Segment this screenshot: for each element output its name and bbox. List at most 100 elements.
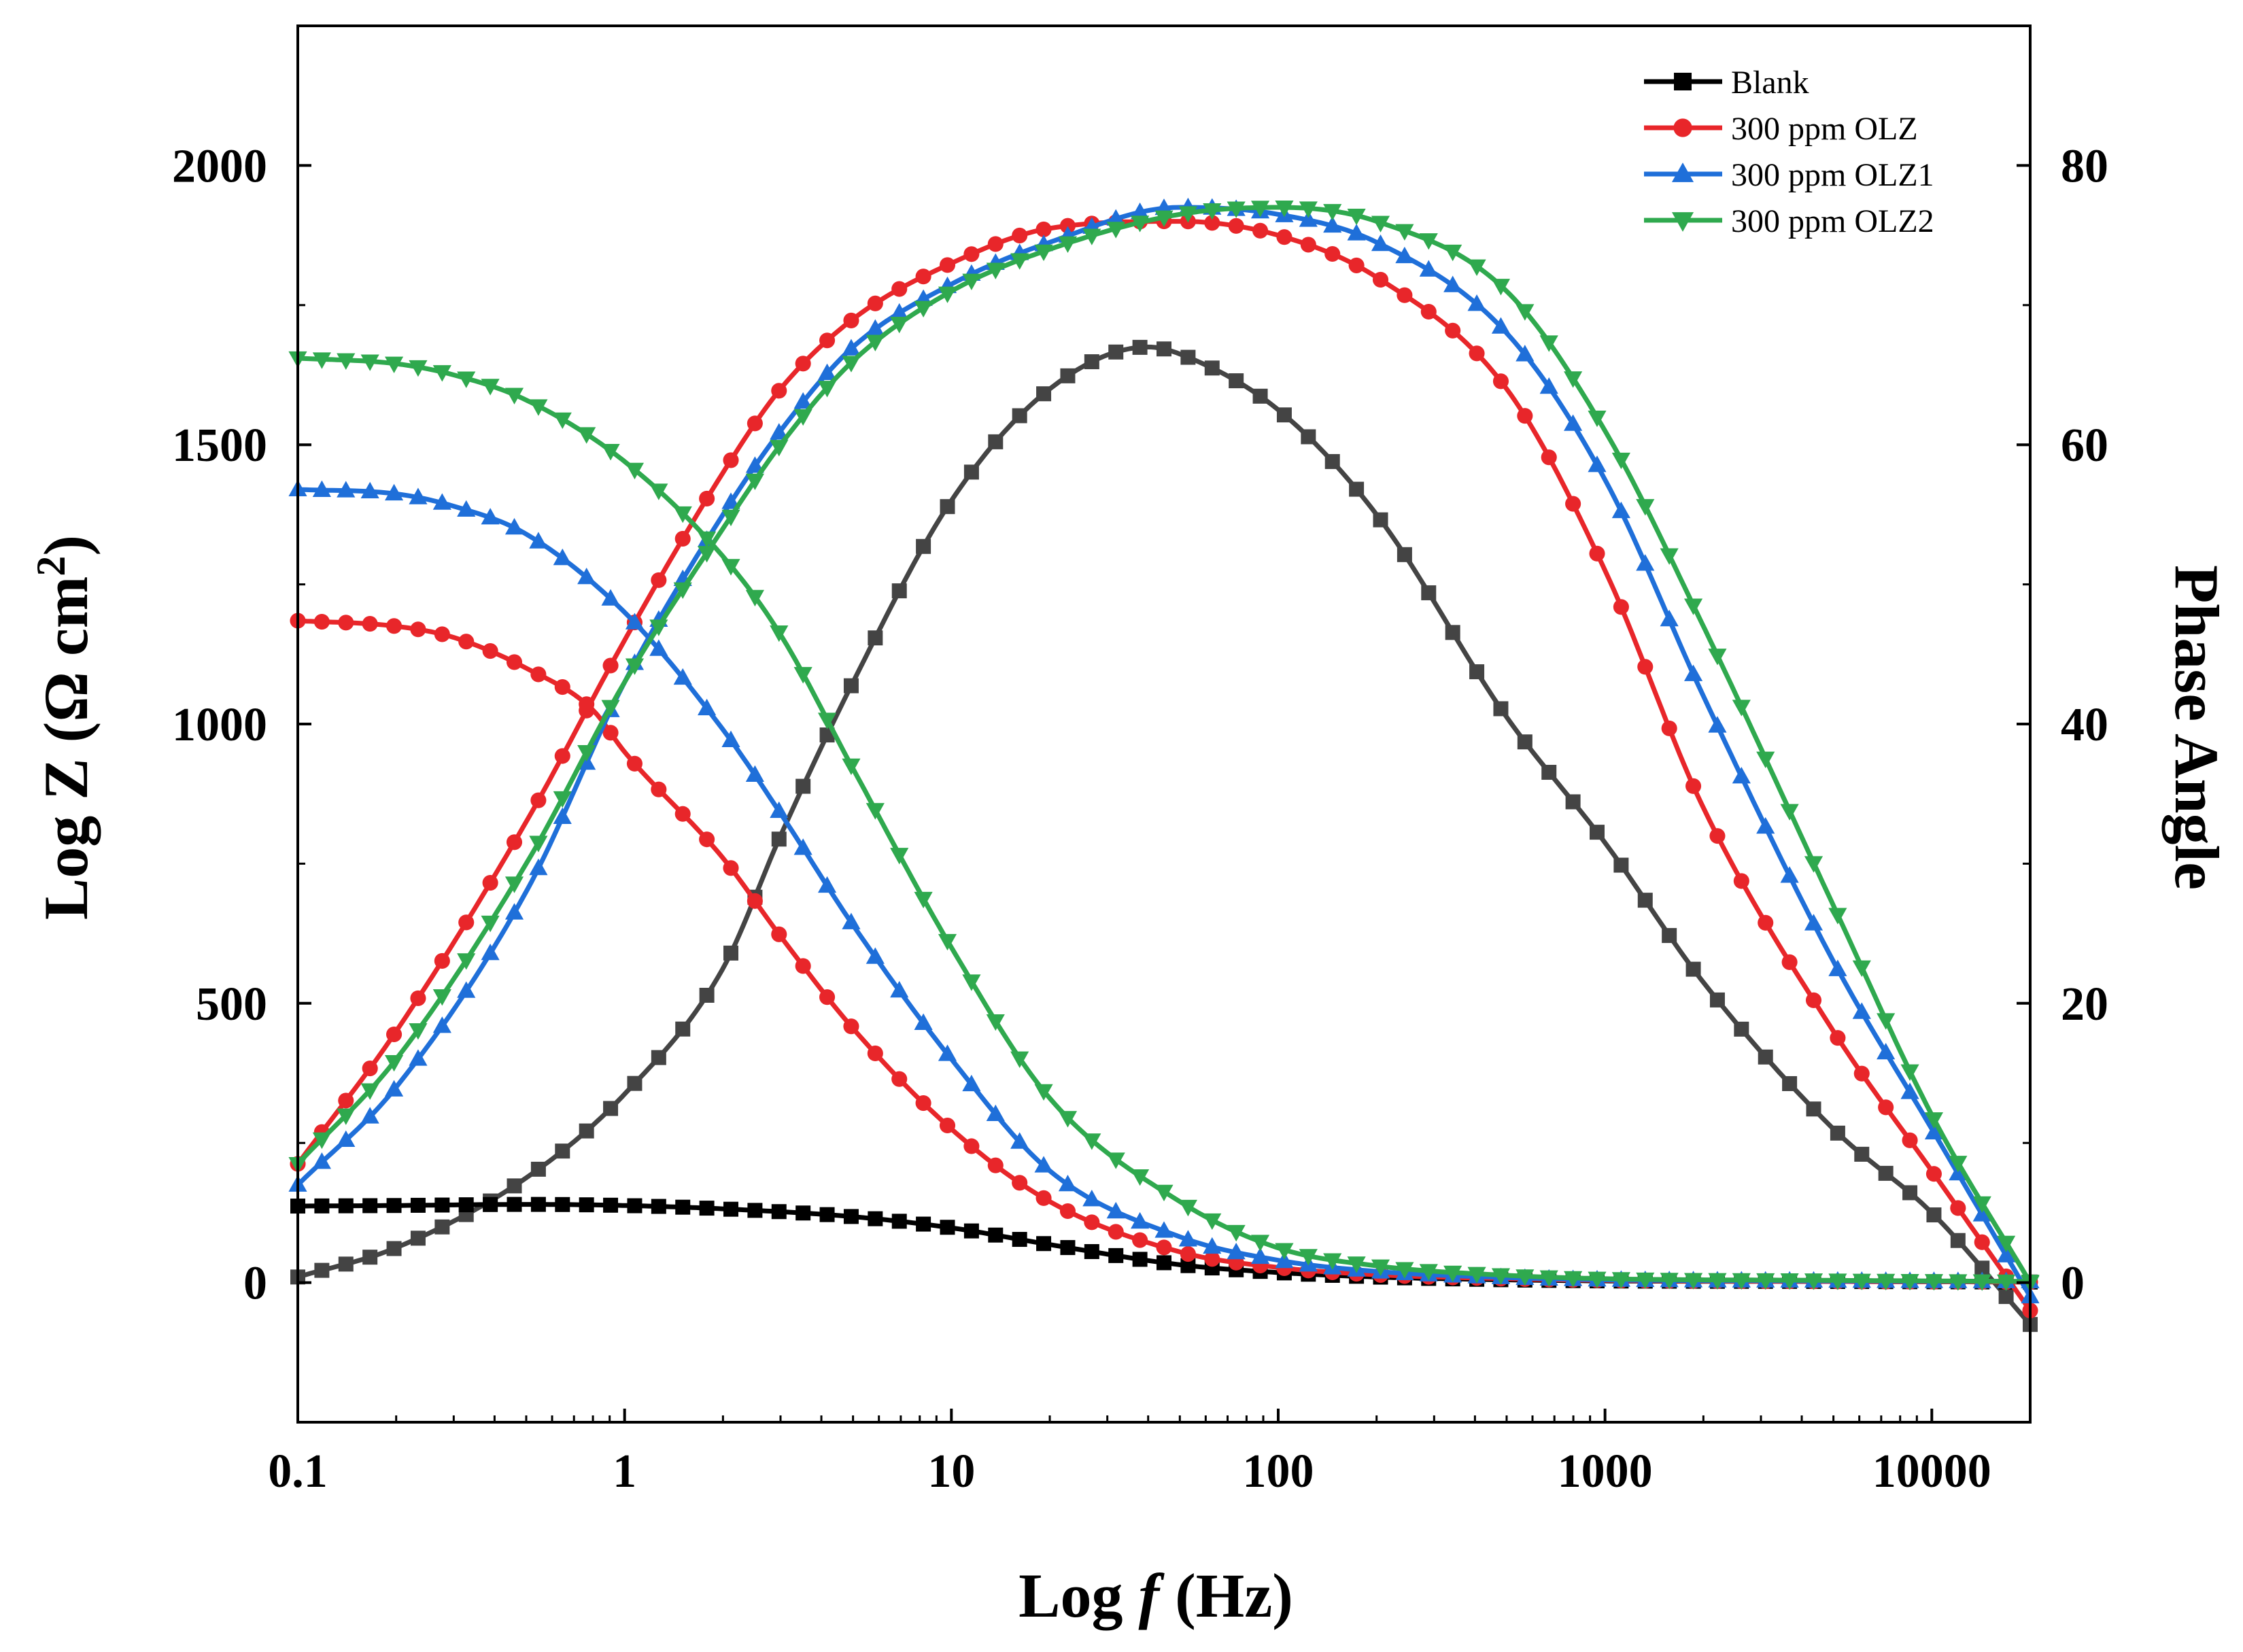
data-point (915, 1095, 931, 1112)
data-point (721, 492, 740, 509)
data-point (1589, 545, 1605, 562)
data-point (1491, 1268, 1511, 1285)
data-point (1059, 218, 1076, 234)
data-point (1830, 1125, 1845, 1141)
data-point (1636, 1272, 1655, 1290)
data-point (699, 831, 715, 848)
data-point (312, 1132, 331, 1150)
data-point (507, 1178, 522, 1194)
data-point (1902, 1132, 1918, 1148)
data-point (1371, 216, 1390, 233)
data-point (1275, 201, 1294, 218)
data-point (1035, 221, 1052, 237)
data-point (1806, 1101, 1821, 1117)
data-point (1756, 1273, 1775, 1290)
data-point (1685, 778, 1702, 794)
data-point (602, 657, 619, 674)
data-point (795, 958, 811, 974)
data-point (1250, 201, 1270, 218)
data-point (362, 616, 378, 632)
data-point (384, 356, 404, 373)
y2-tick-label: 0 (2061, 1258, 2085, 1310)
data-point (1349, 481, 1365, 497)
data-point (1900, 1082, 1919, 1099)
data-point (1060, 368, 1076, 383)
data-point (745, 473, 764, 491)
data-point (1445, 322, 1461, 339)
data-point (601, 700, 620, 717)
data-point (457, 500, 476, 517)
data-point (434, 626, 450, 642)
data-point (843, 678, 859, 693)
legend-item: 300 ppm OLZ (1644, 111, 1918, 147)
data-point (1539, 335, 1558, 352)
data-point (504, 517, 524, 535)
data-point (1252, 388, 1268, 404)
data-point (530, 666, 547, 683)
data-point (1275, 1243, 1294, 1260)
data-point (651, 1199, 666, 1214)
data-point (1588, 410, 1607, 428)
data-point (1492, 373, 1509, 390)
data-point (795, 778, 811, 794)
data-point (1972, 1205, 1991, 1222)
data-point (770, 625, 789, 642)
data-point (673, 582, 692, 599)
data-point (1564, 414, 1583, 431)
data-point (1347, 1256, 1366, 1273)
data-point (386, 1241, 402, 1256)
data-point (1900, 1064, 1919, 1081)
data-point (1924, 1112, 1944, 1129)
data-point (891, 1214, 907, 1229)
data-point (962, 974, 981, 991)
data-point (1154, 1221, 1174, 1238)
data-point (1131, 216, 1150, 233)
data-point (384, 483, 404, 501)
data-point (554, 748, 570, 764)
data-point (963, 464, 979, 480)
data-point (649, 483, 668, 500)
data-point (1469, 664, 1485, 680)
data-point (337, 1130, 356, 1148)
data-point (577, 427, 596, 444)
data-point (866, 334, 885, 351)
data-point (312, 480, 331, 497)
data-point (673, 506, 692, 523)
data-point (1204, 215, 1220, 231)
legend-label: 300 ppm OLZ2 (1731, 203, 1934, 239)
data-point (986, 1014, 1005, 1031)
data-point (1035, 1190, 1052, 1206)
data-point (770, 423, 789, 440)
data-point (867, 295, 883, 311)
data-point (843, 1018, 859, 1035)
data-point (1637, 893, 1653, 908)
data-point (1276, 407, 1292, 423)
data-point (457, 981, 476, 998)
data-point (986, 1104, 1005, 1122)
data-point (1564, 1271, 1583, 1288)
data-point (504, 388, 524, 405)
x-tick-label: 10 (927, 1445, 975, 1498)
data-point (1395, 224, 1414, 241)
data-point (1204, 1251, 1220, 1267)
data-point (1997, 1274, 2016, 1292)
data-point (1564, 371, 1583, 388)
data-point (675, 1199, 691, 1215)
data-point (1131, 1169, 1150, 1186)
data-point (1877, 1013, 1896, 1030)
data-point (817, 712, 837, 729)
data-point (1611, 1272, 1630, 1289)
data-point (337, 481, 356, 498)
data-point (1034, 244, 1053, 262)
y-tick-label: 2000 (172, 140, 267, 192)
data-point (1756, 751, 1775, 768)
data-point (1924, 1122, 1944, 1140)
data-point (1758, 1049, 1773, 1065)
data-point (1565, 496, 1581, 512)
data-point (1972, 1196, 1991, 1214)
y-tick-label: 1000 (172, 699, 267, 751)
data-point (651, 781, 667, 797)
data-point (674, 530, 691, 547)
data-point (1178, 1230, 1197, 1247)
data-point (1227, 1224, 1246, 1242)
